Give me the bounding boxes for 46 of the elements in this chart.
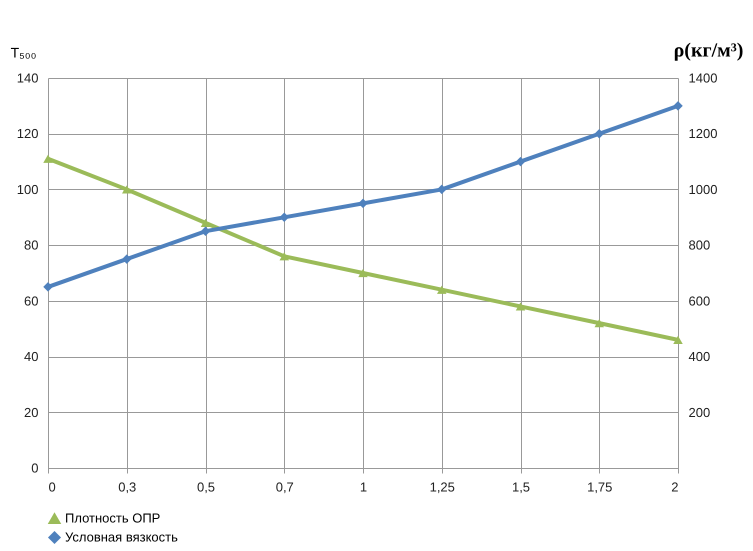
x-tick-label: 1 <box>360 480 368 494</box>
point <box>594 319 604 328</box>
point <box>122 254 132 264</box>
point <box>594 128 604 138</box>
y2-axis-title: ρ(кг/м³) <box>674 40 744 62</box>
point <box>200 218 210 227</box>
x-tick-label: 1,5 <box>512 480 530 494</box>
point <box>43 282 53 292</box>
y2-tick-label: 400 <box>688 349 710 364</box>
x-tick-label: 0 <box>48 480 56 494</box>
point <box>122 185 132 194</box>
point <box>673 336 683 344</box>
point <box>280 212 289 222</box>
y2-tick-label: 600 <box>688 293 710 308</box>
y2-tick-label: 1000 <box>688 182 718 197</box>
point <box>437 184 446 194</box>
legend-label: Условная вязкость <box>65 530 178 544</box>
point <box>280 252 289 260</box>
point <box>437 286 446 294</box>
y2-tick-label: 1400 <box>688 70 718 86</box>
y2-tick-label: 800 <box>688 238 710 253</box>
point <box>358 268 368 278</box>
y-tick-label: 80 <box>24 238 38 253</box>
point <box>673 101 683 111</box>
x-tick-label: 1,75 <box>587 480 612 494</box>
y2-tick-label: 1200 <box>688 126 718 142</box>
x-tick-label: 2 <box>671 480 678 494</box>
y-tick-label: 120 <box>16 126 38 142</box>
point <box>358 198 368 208</box>
y-tick-label: 20 <box>24 404 38 420</box>
y-tick-label: 40 <box>24 349 38 364</box>
y-axis-title: T₅₀₀ <box>10 44 37 60</box>
x-tick-label: 0,3 <box>118 480 136 494</box>
legend-label: Плотность ОПР <box>65 510 160 526</box>
point <box>516 302 526 311</box>
point <box>516 156 526 166</box>
y-tick-label: 100 <box>16 182 38 197</box>
y-tick-label: 0 <box>31 460 38 476</box>
y2-tick-label: 200 <box>688 404 710 420</box>
point <box>200 226 210 236</box>
point <box>43 154 53 163</box>
x-tick-label: 0,7 <box>276 480 294 494</box>
y-tick-label: 140 <box>16 70 38 86</box>
x-tick-label: 0,5 <box>196 480 216 494</box>
y-tick-label: 60 <box>24 293 38 308</box>
x-tick-label: 1,25 <box>430 480 455 494</box>
